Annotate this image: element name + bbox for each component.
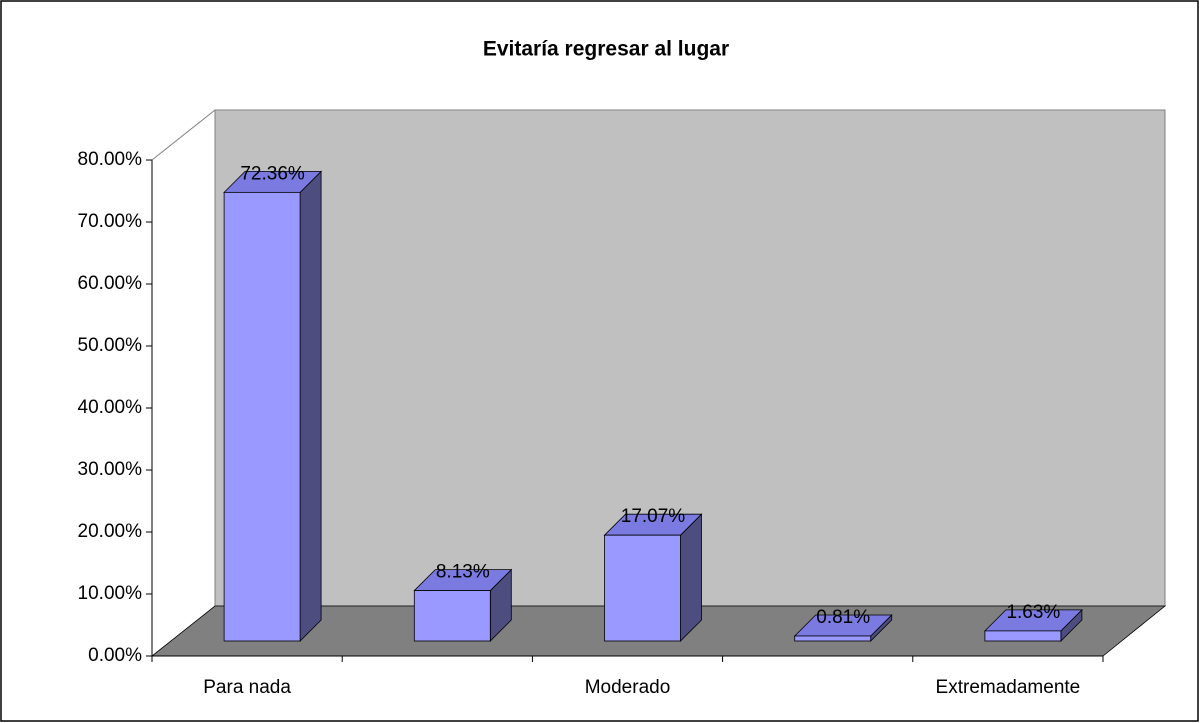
bar — [603, 513, 703, 642]
y-tick-label: 0.00% — [88, 645, 142, 666]
bar — [413, 568, 513, 642]
data-label: 0.81% — [816, 607, 870, 628]
data-label: 1.63% — [1006, 602, 1060, 623]
y-tick-label: 10.00% — [78, 583, 143, 604]
data-label: 8.13% — [436, 562, 490, 583]
bar — [223, 170, 323, 642]
y-tick-label: 50.00% — [78, 335, 143, 356]
bar-front — [413, 590, 491, 642]
y-tick-label: 60.00% — [78, 273, 143, 294]
y-tick-label: 40.00% — [78, 397, 143, 418]
chart-title: Evitaría regresar al lugar — [483, 38, 729, 61]
side-wall-edge — [151, 109, 216, 161]
y-tick-label: 80.00% — [78, 149, 143, 170]
bar-front — [223, 191, 301, 642]
bar-front — [604, 534, 681, 642]
y-tick-label: 70.00% — [78, 211, 143, 232]
bar-side — [299, 170, 322, 642]
bar-front — [984, 630, 1062, 642]
bar-side — [680, 513, 702, 642]
bar — [983, 608, 1083, 642]
bar-front — [794, 635, 872, 642]
x-tick-label: Extremadamente — [936, 677, 1081, 698]
y-tick-label: 30.00% — [78, 459, 143, 480]
x-tick-label: Moderado — [585, 677, 671, 698]
data-label: 17.07% — [621, 506, 686, 527]
bar — [793, 614, 893, 642]
x-tick-label: Para nada — [203, 677, 291, 698]
data-label: 72.36% — [240, 163, 305, 184]
y-tick-label: 20.00% — [78, 521, 143, 542]
